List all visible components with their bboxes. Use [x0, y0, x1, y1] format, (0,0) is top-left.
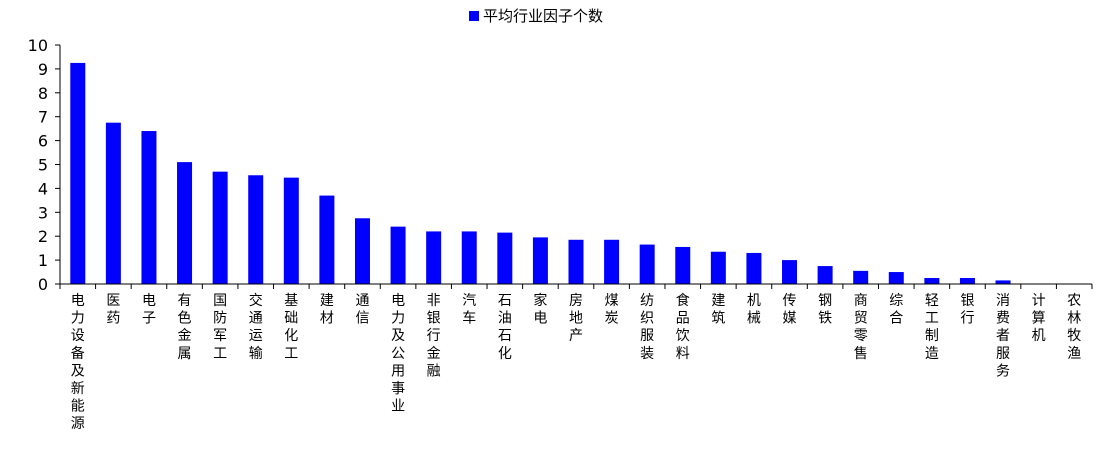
bar	[675, 246, 691, 284]
x-tick-label: 通信	[355, 293, 369, 327]
x-axis	[59, 283, 1093, 289]
bar	[924, 278, 940, 284]
x-tick-label: 商贸零售	[854, 293, 868, 362]
y-tick-label: 5	[38, 156, 48, 175]
x-tick-label: 农林牧渔	[1067, 293, 1081, 362]
bar	[746, 252, 762, 284]
x-tick-label: 汽车	[462, 293, 476, 327]
bars	[70, 62, 1011, 284]
x-tick-label: 机械	[747, 293, 761, 327]
bar	[995, 280, 1011, 284]
y-tick-label: 1	[38, 251, 48, 270]
legend: 平均行业因子个数	[469, 7, 603, 25]
bar	[319, 195, 335, 284]
legend-swatch	[469, 11, 479, 21]
x-tick-label: 食品饮料	[676, 292, 690, 362]
bar	[959, 278, 975, 284]
bar	[248, 175, 264, 284]
y-tick-label: 8	[38, 84, 48, 103]
bar	[782, 260, 798, 284]
x-tick-label: 建筑	[711, 293, 725, 327]
bar	[604, 239, 620, 284]
x-tick-label: 电子	[142, 293, 156, 327]
bar	[141, 131, 157, 284]
bar	[710, 251, 726, 284]
x-tick-label: 传媒	[783, 293, 797, 327]
x-tick-label: 建材	[320, 293, 334, 327]
x-tick-label: 计算机	[1032, 293, 1046, 344]
x-tick-label: 医药	[106, 293, 120, 327]
y-axis: 0 1 2 3 4 5 6 7 8 9 10	[28, 36, 61, 294]
x-tick-label: 非银行金融	[427, 293, 441, 379]
x-tick-label: 基础化工	[284, 292, 298, 362]
y-tick-label: 10	[28, 36, 48, 55]
legend-label: 平均行业因子个数	[483, 7, 603, 25]
bar	[426, 231, 442, 284]
x-tick-label: 银行	[960, 293, 974, 327]
x-tick-label: 石油石化	[498, 293, 512, 362]
y-tick-label: 7	[38, 108, 48, 127]
x-tick-label: 轻工制造	[925, 293, 939, 362]
x-tick-label: 国防军工	[213, 293, 227, 362]
x-tick-label: 电力及公用事业	[391, 293, 405, 415]
bar	[568, 239, 584, 284]
bar	[639, 244, 655, 284]
x-tick-label: 有色金属	[178, 293, 192, 362]
x-tick-label: 电力设备及新能源	[71, 293, 85, 432]
x-tick-label: 综合	[889, 293, 903, 327]
y-tick-label: 4	[38, 179, 48, 198]
x-tick-label: 交通运输	[249, 292, 263, 362]
bar	[888, 272, 904, 284]
x-tick-label: 纺织服装	[640, 293, 654, 362]
bar	[212, 171, 228, 284]
y-tick-label: 6	[38, 132, 48, 151]
bar	[177, 162, 193, 284]
y-tick-label: 0	[38, 275, 48, 294]
bar	[70, 62, 86, 284]
x-tick-label: 家电	[533, 292, 547, 327]
x-tick-label: 消费者服务	[996, 293, 1010, 379]
bar	[105, 122, 121, 284]
bar	[817, 266, 833, 284]
y-tick-label: 9	[38, 60, 48, 79]
bar	[461, 231, 477, 284]
bar	[497, 232, 513, 284]
bar	[354, 218, 370, 284]
bar	[283, 177, 299, 284]
bar	[853, 270, 869, 284]
x-tick-label: 煤炭	[605, 293, 619, 327]
x-tick-label: 钢铁	[818, 293, 832, 327]
bar	[390, 226, 406, 284]
y-tick-label: 3	[38, 203, 48, 222]
x-tick-label: 房地产	[569, 293, 583, 344]
y-tick-label: 2	[38, 227, 48, 246]
bar	[532, 237, 548, 284]
